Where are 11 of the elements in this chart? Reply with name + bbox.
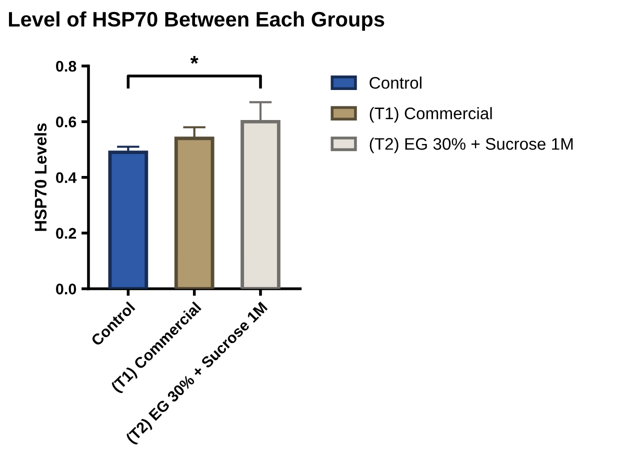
y-axis-title: HSP70 Levels [34, 123, 47, 231]
y-tick-label: 0.4 [56, 172, 77, 184]
y-tick-label: 0.2 [56, 228, 76, 239]
chart-title: Level of HSP70 Between Each Groups [8, 11, 384, 31]
legend-label: (T1) Commercial [370, 107, 492, 123]
text: * [190, 56, 198, 64]
legend-label: Control [370, 76, 422, 89]
y-tick-label: 0.8 [56, 60, 76, 72]
legend-label: (T2) EG 30% + Sucrose 1M [370, 138, 573, 154]
y-tick-label: 0.0 [56, 284, 76, 294]
y-tick-label: 0.6 [56, 116, 76, 128]
